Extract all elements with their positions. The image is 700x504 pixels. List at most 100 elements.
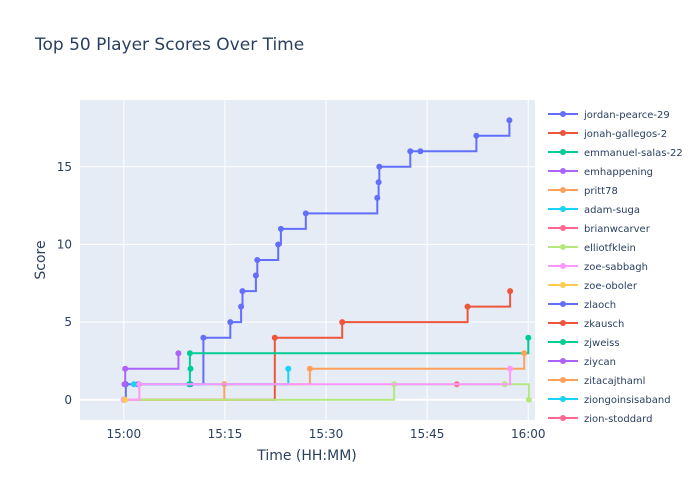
data-point xyxy=(507,288,514,295)
legend-marker-swatch xyxy=(560,377,566,383)
legend-label: elliotfklein xyxy=(584,243,636,254)
legend-marker-swatch xyxy=(560,301,566,307)
chart-title: Top 50 Player Scores Over Time xyxy=(34,35,304,55)
data-point xyxy=(277,225,284,232)
legend-item[interactable]: emhappening xyxy=(548,167,653,178)
series-lines xyxy=(120,117,532,403)
legend-label: zkausch xyxy=(584,319,624,330)
series-group xyxy=(122,396,129,403)
data-point xyxy=(464,303,471,310)
data-point xyxy=(339,319,346,326)
legend-item[interactable]: elliotfklein xyxy=(548,243,636,254)
data-point xyxy=(121,381,128,388)
legend-marker-swatch xyxy=(560,168,566,174)
legend-label: emhappening xyxy=(584,167,653,178)
series-group xyxy=(120,365,514,403)
data-point xyxy=(175,350,182,357)
plot-area xyxy=(80,100,535,420)
legend-item[interactable]: zkausch xyxy=(548,319,624,330)
legend[interactable]: jordan-pearce-29 jonah-gallegos-2 emmanuel… xyxy=(548,110,683,425)
legend-marker-swatch xyxy=(560,130,566,136)
legend-marker-swatch xyxy=(560,415,566,421)
x-tick-label: 15:15 xyxy=(208,427,243,441)
data-point xyxy=(417,148,424,155)
legend-label: pritt78 xyxy=(584,186,618,197)
legend-label: zitacajthaml xyxy=(584,376,645,387)
data-point xyxy=(130,381,137,388)
legend-label: brianwcarver xyxy=(584,224,651,235)
legend-marker-swatch xyxy=(560,149,566,155)
y-tick-label: 10 xyxy=(57,237,72,251)
legend-label: adam-suga xyxy=(584,205,640,216)
data-point xyxy=(254,257,261,263)
legend-marker-swatch xyxy=(560,282,566,288)
data-point xyxy=(200,334,207,341)
data-point xyxy=(473,132,480,139)
data-point xyxy=(122,365,129,372)
data-point xyxy=(374,194,381,201)
legend-label: ziycan xyxy=(584,357,616,368)
x-tick-label: 15:00 xyxy=(107,427,142,441)
data-point xyxy=(187,365,194,372)
x-axis-label: Time (HH:MM) xyxy=(256,448,357,464)
series-group xyxy=(121,350,182,388)
legend-marker-swatch xyxy=(560,187,566,193)
data-point xyxy=(375,179,382,186)
legend-label: zoe-oboler xyxy=(584,281,638,292)
legend-item[interactable]: ziongoinsisaband xyxy=(548,395,671,406)
data-point xyxy=(239,288,246,295)
data-point xyxy=(525,334,532,341)
data-point xyxy=(525,396,532,403)
data-point xyxy=(306,365,313,372)
legend-label: zlaoch xyxy=(584,300,616,311)
legend-marker-swatch xyxy=(560,225,566,231)
legend-item[interactable]: zjweiss xyxy=(548,338,620,349)
x-tick-label: 15:45 xyxy=(410,427,445,441)
data-point xyxy=(507,365,514,372)
y-axis-label: Score xyxy=(33,240,49,279)
data-point xyxy=(271,334,278,341)
data-point xyxy=(122,396,129,403)
x-tick-label: 15:30 xyxy=(309,427,344,441)
data-point xyxy=(521,350,528,357)
legend-item[interactable]: emmanuel-salas-22 xyxy=(548,148,683,159)
legend-item[interactable]: brianwcarver xyxy=(548,224,651,235)
series-group xyxy=(187,365,194,372)
legend-item[interactable]: zitacajthaml xyxy=(548,376,645,387)
legend-item[interactable]: adam-suga xyxy=(548,205,640,216)
data-point xyxy=(136,381,143,388)
data-point xyxy=(275,241,282,248)
legend-label: jonah-gallegos-2 xyxy=(583,129,667,140)
data-point xyxy=(186,350,193,357)
legend-item[interactable]: jordan-pearce-29 xyxy=(548,110,670,121)
legend-item[interactable]: zoe-oboler xyxy=(548,281,638,292)
legend-marker-swatch xyxy=(560,358,566,364)
data-point xyxy=(407,148,414,155)
data-point xyxy=(302,210,309,217)
legend-label: zion-stoddard xyxy=(584,414,652,425)
data-point xyxy=(252,272,259,279)
data-point xyxy=(285,365,292,372)
legend-item[interactable]: zlaoch xyxy=(548,300,616,311)
legend-label: jordan-pearce-29 xyxy=(583,110,670,121)
legend-marker-swatch xyxy=(560,396,566,402)
data-point xyxy=(506,117,513,124)
legend-label: ziongoinsisaband xyxy=(584,395,671,406)
legend-label: zjweiss xyxy=(584,338,620,349)
legend-item[interactable]: pritt78 xyxy=(548,186,618,197)
series-line xyxy=(123,120,511,401)
legend-marker-swatch xyxy=(560,206,566,212)
legend-marker-swatch xyxy=(560,263,566,269)
legend-item[interactable]: zion-stoddard xyxy=(548,414,652,425)
legend-marker-swatch xyxy=(560,320,566,326)
axis-ticks: 15:00 15:15 15:30 15:45 16:00 0 5 10 15 xyxy=(57,160,546,441)
legend-item[interactable]: ziycan xyxy=(548,357,616,368)
data-point xyxy=(238,303,245,310)
data-point xyxy=(227,319,234,326)
legend-item[interactable]: zoe-sabbagh xyxy=(548,262,648,273)
legend-marker-swatch xyxy=(560,244,566,250)
y-tick-label: 15 xyxy=(57,160,72,174)
legend-item[interactable]: jonah-gallegos-2 xyxy=(548,129,667,140)
legend-label: zoe-sabbagh xyxy=(584,262,648,273)
y-tick-label: 5 xyxy=(64,315,72,329)
